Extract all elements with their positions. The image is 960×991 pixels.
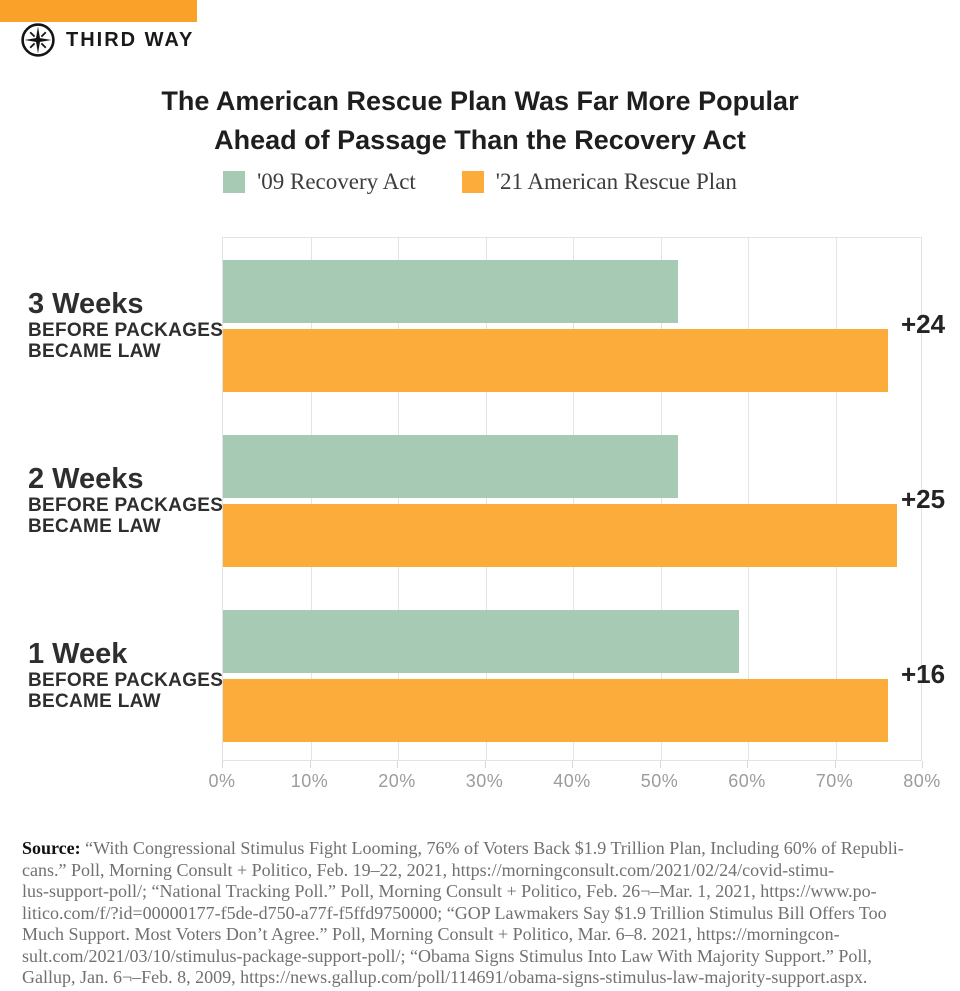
bar-rescue-plan-3-weeks [223, 329, 888, 392]
diff-label-3-weeks: +24 [901, 309, 946, 339]
gridline [835, 238, 837, 760]
gridline [748, 238, 749, 760]
gridline [660, 238, 662, 760]
axis-tick [747, 761, 748, 768]
source-label: Source: [22, 838, 81, 858]
axis-tick [572, 761, 573, 768]
category-label-main: 2 Weeks [28, 463, 144, 495]
category-label-main: 1 Week [28, 638, 128, 670]
axis-tick-label: 10% [290, 771, 329, 791]
category-label-sub: BECAME LAW [28, 341, 161, 362]
axis-tick-label: 40% [553, 771, 591, 791]
source-note: Source: “With Congressional Stimulus Fig… [22, 838, 940, 989]
source-line: cans.” Poll, Morning Consult + Politico,… [22, 859, 835, 880]
bar-recovery-act-1-week [223, 610, 740, 673]
axis-tick [922, 761, 923, 768]
category-label-sub: BEFORE PACKAGES [28, 495, 224, 516]
diff-label-1-week: +16 [901, 659, 946, 689]
x-axis: 0% 10% 20% 30% 40% 50% 60% 70% 80% [208, 761, 940, 801]
gridline [310, 238, 312, 760]
category-label-sub: BEFORE PACKAGES [28, 670, 224, 691]
category-label-sub: BEFORE PACKAGES [28, 320, 224, 341]
source-line: Source: “With Congressional Stimulus Fig… [22, 838, 904, 858]
diff-label-2-weeks: +25 [901, 484, 946, 514]
axis-tick [484, 761, 486, 768]
legend-item-rescue-plan: '21 American Rescue Plan [461, 169, 737, 195]
legend-item-recovery-act: '09 Recovery Act [223, 169, 416, 195]
axis-tick-label: 30% [465, 771, 504, 791]
source-line: litico.com/f/?id=00000177-f5de-d750-a77f… [22, 902, 887, 923]
source-line: lus-support-poll/; “National Tracking Po… [22, 881, 877, 901]
axis-tick-label: 80% [903, 771, 941, 791]
axis-tick [834, 761, 836, 768]
bar-rescue-plan-2-weeks [223, 504, 897, 567]
brand-name: THIRD WAY [66, 28, 195, 51]
legend-label-rescue-plan: '21 American Rescue Plan [495, 169, 737, 194]
gridline [485, 238, 487, 760]
brand-header: THIRD WAY [20, 22, 194, 58]
source-line: Much Support. Most Voters Don’t Agree.” … [22, 924, 840, 944]
axis-tick [659, 761, 661, 768]
axis-tick-label: 70% [815, 771, 854, 791]
compass-star-icon [21, 23, 55, 57]
axis-tick [397, 761, 398, 768]
category-label-2-weeks: 2 Weeks BEFORE PACKAGES BECAME LAW [28, 463, 228, 538]
legend: '09 Recovery Act '21 American Rescue Pla… [0, 169, 960, 195]
bar-rescue-plan-1-week [223, 679, 888, 742]
gridline [398, 238, 399, 760]
category-label-sub: BECAME LAW [28, 516, 161, 537]
category-label-main: 3 Weeks [28, 288, 144, 320]
category-label-1-week: 1 Week BEFORE PACKAGES BECAME LAW [28, 638, 228, 713]
axis-tick-label: 60% [728, 771, 766, 791]
plot-area [222, 237, 922, 761]
category-label-3-weeks: 3 Weeks BEFORE PACKAGES BECAME LAW [28, 288, 228, 363]
axis-tick-label: 50% [640, 771, 679, 791]
bar-recovery-act-3-weeks [223, 260, 678, 323]
source-line: sult.com/2021/03/10/stimulus-package-sup… [22, 945, 872, 966]
axis-tick [309, 761, 311, 768]
chart-title-line-1: The American Rescue Plan Was Far More Po… [161, 86, 799, 116]
category-label-sub: BECAME LAW [28, 691, 161, 712]
legend-swatch-rescue-plan [461, 171, 484, 193]
bar-recovery-act-2-weeks [223, 435, 678, 498]
axis-tick [222, 761, 223, 768]
axis-tick-label: 0% [208, 771, 236, 791]
legend-swatch-recovery-act [223, 171, 246, 193]
axis-tick-label: 20% [378, 771, 416, 791]
chart-title: The American Rescue Plan Was Far More Po… [0, 82, 960, 160]
brand-accent-bar [0, 0, 197, 22]
source-line: Gallup, Jan. 6¬–Feb. 8, 2009, https://ne… [22, 967, 868, 987]
chart-title-line-2: Ahead of Passage Than the Recovery Act [214, 125, 746, 155]
gridline [573, 238, 574, 760]
legend-label-recovery-act: '09 Recovery Act [257, 169, 416, 194]
